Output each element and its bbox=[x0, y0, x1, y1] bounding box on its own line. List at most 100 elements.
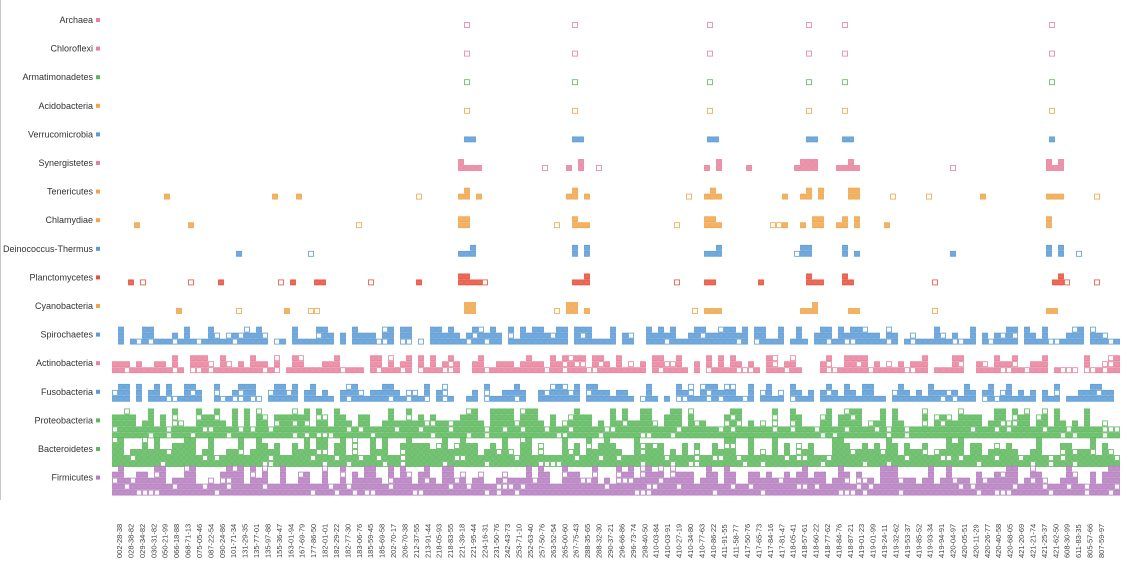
heat-cell bbox=[814, 426, 820, 433]
heat-cell bbox=[1006, 489, 1012, 496]
heat-cell bbox=[730, 449, 736, 455]
heat-cell bbox=[584, 279, 590, 286]
heat-cell bbox=[670, 432, 676, 439]
heat-cell bbox=[976, 443, 982, 449]
heat-cell bbox=[262, 471, 268, 478]
heat-cell bbox=[806, 159, 812, 165]
heat-cell bbox=[1102, 432, 1108, 439]
heat-cell bbox=[694, 426, 700, 433]
heat-cell bbox=[496, 426, 502, 433]
heat-cell bbox=[244, 489, 250, 496]
heat-cell bbox=[700, 432, 706, 439]
heat-cell bbox=[1018, 420, 1024, 427]
heat-cell bbox=[124, 426, 130, 433]
heat-cell bbox=[922, 455, 928, 461]
heat-cell bbox=[712, 455, 718, 461]
heat-cell bbox=[178, 443, 184, 449]
heat-cell bbox=[904, 461, 910, 467]
heat-cell bbox=[814, 483, 820, 490]
heat-cell bbox=[370, 477, 376, 484]
heat-cell bbox=[572, 216, 578, 223]
heat-cell bbox=[220, 461, 226, 467]
heat-cell bbox=[514, 420, 520, 427]
heat-cell bbox=[250, 395, 256, 402]
heat-cell bbox=[1018, 395, 1024, 402]
heat-cell bbox=[286, 426, 292, 433]
heat-cell bbox=[172, 332, 178, 339]
heat-cell bbox=[842, 279, 848, 286]
heat-cell bbox=[754, 332, 760, 339]
heat-cell bbox=[580, 483, 586, 490]
heat-cell bbox=[394, 455, 400, 461]
heat-cell bbox=[316, 443, 322, 449]
heat-cell bbox=[940, 432, 946, 439]
heat-cell bbox=[640, 449, 646, 455]
heat-cell bbox=[1114, 426, 1120, 433]
heat-cell bbox=[400, 443, 406, 449]
heat-cell bbox=[190, 395, 196, 402]
heat-cell bbox=[688, 420, 694, 427]
heat-cell bbox=[382, 461, 388, 467]
heat-cell bbox=[250, 449, 256, 455]
heat-cell bbox=[952, 449, 958, 455]
heat-cell bbox=[1102, 361, 1108, 368]
heat-cell bbox=[550, 483, 556, 490]
heat-cell bbox=[382, 332, 388, 339]
heat-cell bbox=[232, 455, 238, 461]
heat-cell bbox=[580, 477, 586, 484]
heat-cell bbox=[1042, 432, 1048, 439]
heat-cell bbox=[886, 426, 892, 433]
heat-cell bbox=[742, 367, 748, 374]
heat-cell bbox=[190, 455, 196, 461]
heat-cell bbox=[970, 443, 976, 449]
heat-cell bbox=[814, 489, 820, 496]
heat-cell bbox=[730, 443, 736, 449]
heat-cell bbox=[508, 461, 514, 467]
heat-cell bbox=[952, 432, 958, 439]
heat-cell bbox=[724, 338, 730, 345]
heat-cell bbox=[1090, 338, 1096, 345]
heat-cell bbox=[172, 414, 178, 421]
heat-cell bbox=[568, 420, 574, 427]
heat-cell bbox=[376, 338, 382, 345]
heat-cell bbox=[796, 449, 802, 455]
heat-cell bbox=[1030, 332, 1036, 339]
heat-cell bbox=[466, 332, 472, 339]
heat-cell bbox=[584, 250, 590, 257]
heat-cell bbox=[970, 332, 976, 339]
heat-cell bbox=[748, 389, 754, 396]
heat-cell bbox=[430, 326, 436, 333]
heat-cell bbox=[580, 489, 586, 496]
heat-cell bbox=[664, 367, 670, 374]
heat-cell bbox=[526, 408, 532, 415]
heat-cell bbox=[850, 361, 856, 368]
heat-cell bbox=[190, 338, 196, 345]
heat-cell bbox=[112, 471, 118, 478]
heat-cell bbox=[340, 389, 346, 396]
heat-cell bbox=[922, 449, 928, 455]
heat-cell bbox=[988, 389, 994, 396]
x-tick-label: 290-37-21 bbox=[606, 524, 615, 558]
heat-cell bbox=[598, 432, 604, 439]
heat-cell bbox=[202, 338, 208, 345]
heat-cell bbox=[1060, 432, 1066, 439]
heat-cell bbox=[364, 338, 370, 345]
heat-cell bbox=[784, 455, 790, 461]
heat-cell bbox=[556, 332, 562, 339]
heat-cell bbox=[976, 483, 982, 490]
heat-cell bbox=[478, 361, 484, 368]
heat-cell bbox=[382, 395, 388, 402]
heat-cell bbox=[502, 367, 508, 374]
heat-cell bbox=[586, 326, 592, 333]
heat-cell bbox=[406, 443, 412, 449]
heat-cell bbox=[1084, 432, 1090, 439]
heat-cell bbox=[670, 326, 676, 333]
heat-cell bbox=[142, 437, 148, 443]
heat-cell bbox=[1030, 489, 1036, 496]
heat-cell bbox=[958, 449, 964, 455]
heat-cell bbox=[196, 355, 202, 362]
heat-cell bbox=[814, 477, 820, 484]
x-tick-label: 296-66-86 bbox=[617, 524, 626, 558]
heat-cell bbox=[766, 383, 772, 390]
heat-cell bbox=[812, 159, 818, 165]
